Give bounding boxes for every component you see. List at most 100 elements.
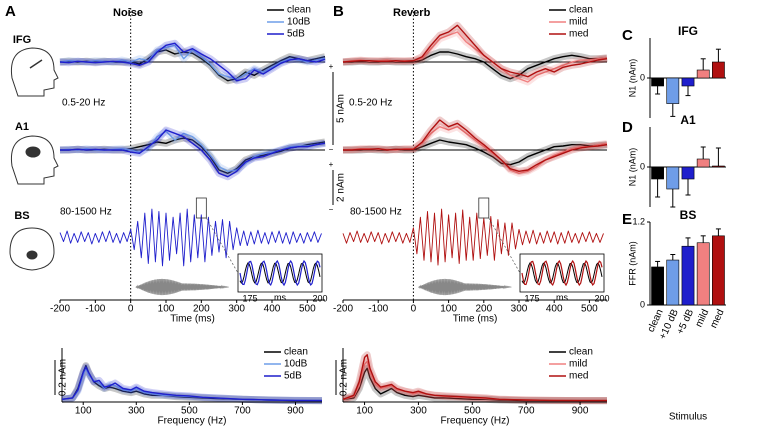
x-tick-label: 700 — [518, 406, 535, 417]
panel-letter: C — [622, 27, 633, 44]
legend-label: clean — [569, 5, 593, 16]
x-tick-label: 300 — [128, 406, 145, 417]
scale-bar-label: 2 nAm — [336, 173, 347, 202]
panel-letter: A — [5, 3, 16, 20]
series-line — [342, 31, 608, 83]
a1-marker — [25, 146, 41, 158]
x-axis-label: Frequency (Hz) — [158, 416, 227, 427]
stimulus-waveform — [135, 278, 229, 296]
head-icons — [9, 47, 59, 271]
ifg-marker — [29, 59, 43, 69]
panel-title: BS — [680, 208, 697, 222]
x-tick-label: -200 — [333, 304, 353, 315]
legend-label: 10dB — [284, 359, 308, 370]
bar — [681, 166, 695, 180]
bar — [696, 69, 710, 79]
legend-label: clean — [569, 347, 593, 358]
y-axis-label: N1 (nAm) — [627, 148, 637, 187]
scale-sign: − — [329, 205, 334, 214]
inset-unit: ms — [556, 292, 568, 302]
x-tick-label: 200 — [193, 304, 210, 315]
panel-title: IFG — [678, 24, 698, 38]
x-tick-label: -100 — [85, 304, 105, 315]
inset-trace — [521, 259, 603, 287]
series-line — [59, 208, 322, 267]
series-line — [60, 129, 326, 178]
x-tick-label: 100 — [75, 406, 92, 417]
inset-unit: ms — [274, 292, 286, 302]
head-icon — [10, 47, 59, 97]
legend-label: mild — [569, 17, 587, 28]
x-tick-label: 500 — [464, 406, 481, 417]
legend-label: med — [569, 371, 588, 382]
x-tick-label: 500 — [581, 304, 598, 315]
x-axis-label: Frequency (Hz) — [441, 416, 510, 427]
panel-6: 80-1500 Hz -200 -100 0 100 200 300 400 500 Time (… — [333, 197, 610, 325]
y-tick-label: 0 — [640, 72, 645, 82]
scale-bar-label: 0.2 nAm — [58, 359, 69, 396]
scale-sign: − — [329, 145, 334, 154]
series-line — [61, 366, 323, 402]
head-icon — [10, 135, 59, 185]
region-label: BS — [14, 210, 29, 222]
x-tick-label: 300 — [410, 406, 427, 417]
filter-band: 80-1500 Hz — [60, 207, 112, 218]
head-icon — [9, 227, 55, 271]
zoom-lead — [206, 217, 239, 274]
bar — [696, 158, 710, 168]
legend-label: clean — [284, 347, 308, 358]
bar — [651, 166, 664, 180]
legend-label: mild — [569, 359, 587, 370]
zoom-box — [195, 197, 207, 219]
series-line — [342, 24, 608, 78]
x-tick-label: 500 — [299, 304, 316, 315]
legend-label: 5dB — [287, 29, 305, 40]
legend-label: med — [569, 29, 588, 40]
filter-band: 80-1500 Hz — [350, 207, 402, 218]
y-tick-label: 1.2 — [632, 216, 645, 226]
scale-bar-label: 5 nAm — [336, 94, 347, 123]
bar — [666, 166, 680, 190]
legend-label: 10dB — [287, 17, 311, 28]
y-tick-label: 0 — [640, 299, 645, 309]
x-tick-label: 500 — [181, 406, 198, 417]
filter-band: 0.5-20 Hz — [349, 98, 392, 109]
bar — [666, 259, 680, 306]
series-line — [343, 119, 608, 172]
x-axis-label: Stimulus — [669, 412, 707, 423]
bs-marker — [26, 250, 38, 260]
panel-9: D A1 N1 (nAm) 0 — [622, 113, 726, 208]
panel-5: 0.5-20 Hz — [342, 98, 608, 177]
x-tick-label: -100 — [368, 304, 388, 315]
scale-sign: + — [329, 62, 334, 71]
x-tick-label: med — [708, 308, 726, 330]
bar — [651, 266, 664, 306]
x-axis-label: Time (ms) — [170, 314, 215, 325]
inset-trace — [239, 262, 321, 284]
zoom-box — [478, 197, 490, 219]
bar — [712, 235, 725, 306]
scale-bar-label: 0.2 nAm — [339, 359, 350, 396]
series-line — [59, 42, 326, 82]
series-line — [342, 354, 607, 402]
stimulus-waveform — [418, 278, 512, 296]
x-tick-label: 700 — [234, 406, 251, 417]
x-axis-label: Time (ms) — [453, 314, 498, 325]
x-tick-label: 0 — [128, 304, 134, 315]
x-tick-label: 400 — [546, 304, 563, 315]
panel-title: Reverb — [393, 7, 431, 19]
region-label: IFG — [13, 34, 31, 46]
x-tick-label: 100 — [158, 304, 175, 315]
panel-title: A1 — [680, 113, 696, 127]
filter-band: 0.5-20 Hz — [62, 98, 105, 109]
legend-label: 5dB — [284, 371, 302, 382]
bar — [651, 77, 664, 87]
panel-8: C IFG N1 (nAm) 0 — [622, 24, 726, 118]
x-tick-label: 400 — [264, 304, 281, 315]
bar — [712, 61, 725, 79]
